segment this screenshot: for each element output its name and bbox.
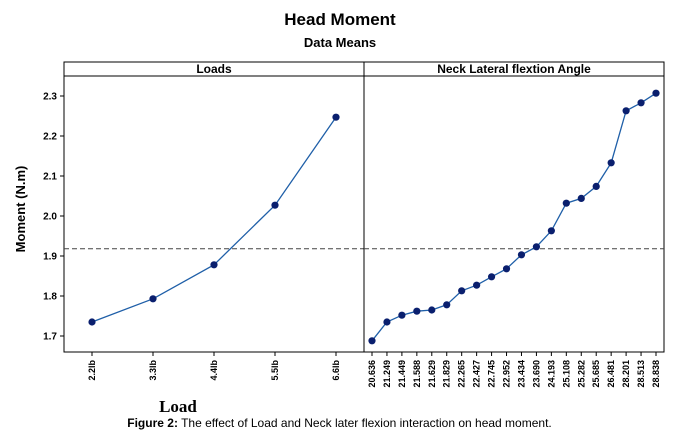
data-point: [622, 107, 630, 115]
panel-title: Loads: [196, 62, 232, 76]
data-point: [592, 182, 600, 190]
caption-text: The effect of Load and Neck later flexio…: [181, 416, 552, 430]
data-point: [577, 194, 585, 202]
x-tick-label: 22.745: [487, 360, 497, 388]
x-tick-label: 25.108: [561, 360, 571, 388]
panel-frame: [63, 75, 365, 353]
panel-frame: [363, 75, 665, 353]
data-point: [532, 243, 541, 251]
y-tick-label: 1.7: [43, 332, 57, 343]
data-point: [149, 295, 157, 303]
x-tick-label: 6.6lb: [331, 360, 341, 381]
x-tick-label: 28.201: [621, 360, 631, 388]
data-point: [428, 306, 436, 314]
x-tick-label: 5.5lb: [270, 360, 280, 381]
data-point: [502, 265, 511, 273]
data-point: [562, 199, 570, 207]
x-tick-label: 21.829: [442, 360, 452, 388]
x-tick-label: 25.685: [591, 360, 601, 388]
data-point: [88, 318, 96, 326]
chart-subtitle: Data Means: [304, 35, 376, 50]
plot-area: Loads 2.2lb 3.3lb 4.4lb 5.5lb 6.6lb Load Neck L…: [43, 61, 665, 416]
data-point: [547, 227, 555, 235]
data-point: [637, 99, 645, 107]
panel-title: Neck Lateral flextion Angle: [437, 62, 591, 76]
y-tick-label: 2.2: [43, 132, 57, 143]
x-tick-label: 4.4lb: [209, 360, 219, 381]
x-tick-label: 25.282: [576, 360, 586, 388]
x-tick-label: 23.434: [516, 360, 526, 388]
y-tick-label: 1.8: [43, 292, 57, 303]
figure-caption: Figure 2: The effect of Load and Neck la…: [0, 416, 679, 430]
x-tick-label: 22.265: [457, 360, 467, 388]
data-point: [368, 337, 376, 345]
x-tick-label: 21.629: [427, 360, 437, 388]
y-tick-label: 2.1: [43, 172, 57, 183]
x-axis-label: Load: [159, 397, 197, 416]
data-point: [458, 287, 466, 295]
x-tick-label: 26.481: [606, 360, 616, 388]
panel-2: Neck Lateral flextion Angle 20.636 21.249 2…: [363, 61, 665, 388]
data-point: [271, 201, 279, 209]
x-tick-label: 21.249: [382, 360, 392, 388]
data-point: [332, 113, 340, 121]
x-tick-label: 23.690: [531, 360, 541, 388]
x-tick-label: 21.588: [412, 360, 422, 388]
y-tick-label: 1.9: [43, 252, 57, 263]
x-tick-label: 20.636: [367, 360, 377, 388]
data-point: [517, 251, 526, 259]
caption-label: Figure 2:: [127, 416, 178, 430]
x-tick-label: 21.449: [397, 360, 407, 388]
data-point: [473, 281, 481, 289]
y-axis-label: Moment (N.m): [13, 166, 28, 253]
y-tick-label: 2.0: [43, 212, 57, 223]
panel-1: Loads 2.2lb 3.3lb 4.4lb 5.5lb 6.6lb Load: [63, 61, 365, 416]
data-point: [652, 89, 660, 97]
data-point: [413, 307, 421, 315]
data-point: [210, 261, 218, 269]
data-point: [443, 301, 451, 309]
x-tick-label: 3.3lb: [148, 360, 158, 381]
y-tick-label: 2.3: [43, 92, 57, 103]
data-point: [383, 318, 391, 326]
x-tick-label: 24.193: [546, 360, 556, 388]
chart-title: Head Moment: [284, 10, 396, 29]
x-tick-label: 22.952: [502, 360, 512, 388]
x-tick-label: 28.838: [651, 360, 661, 388]
x-tick-label: 22.427: [472, 360, 482, 388]
x-tick-label: 28.513: [636, 360, 646, 388]
data-point: [398, 311, 406, 319]
x-tick-label: 2.2lb: [87, 360, 97, 381]
data-point: [607, 159, 615, 167]
data-point: [487, 273, 496, 281]
